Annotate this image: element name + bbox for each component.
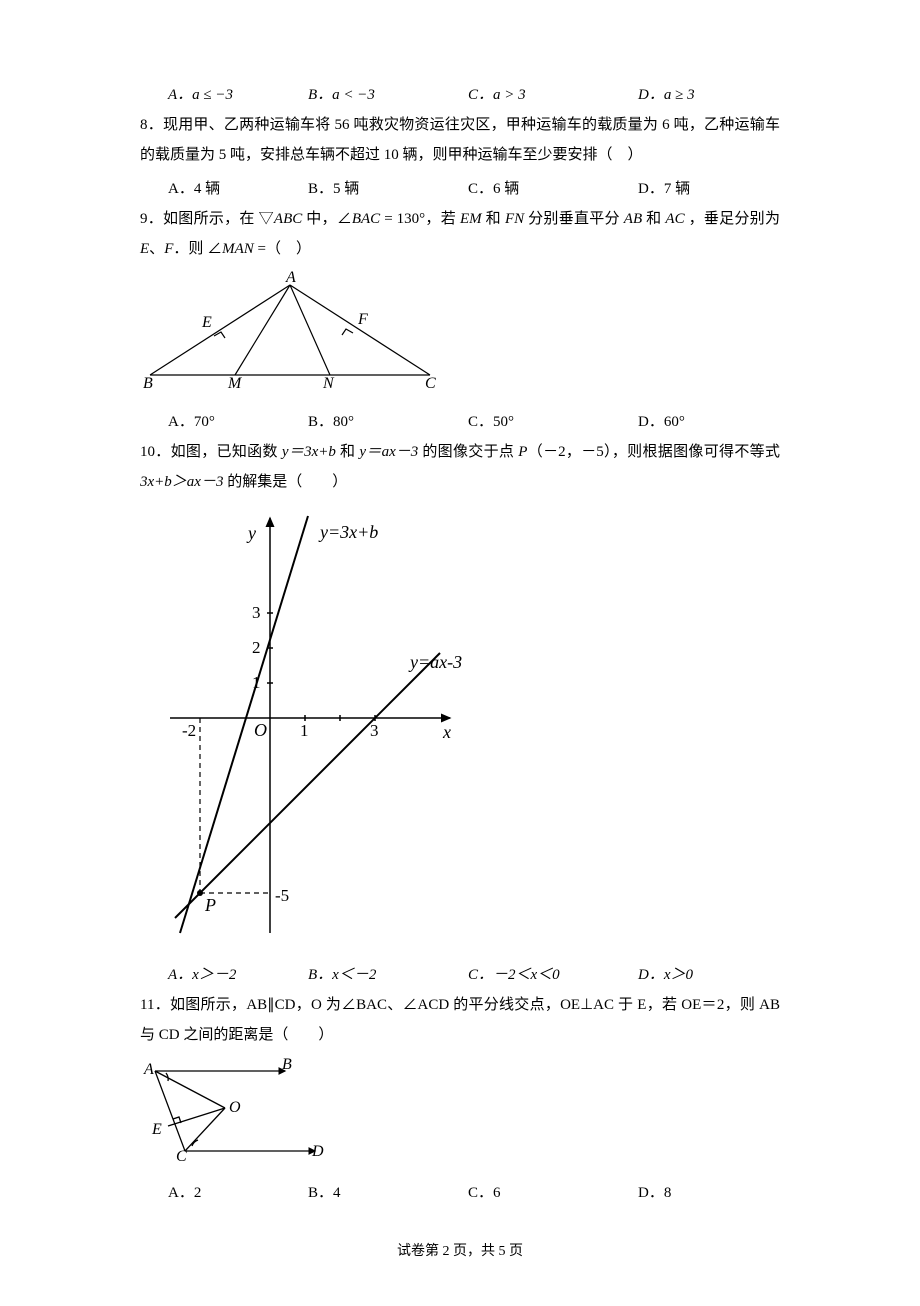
q10-opt-d: D．x＞0 [638, 960, 778, 990]
q9-t2: 中，∠ [302, 211, 352, 227]
q8-opt-b: B．5 辆 [308, 174, 468, 204]
q11-options: A．2 B．4 C．6 D．8 [140, 1178, 780, 1208]
q9-ac: AC [665, 211, 684, 227]
q10-fig-l2: y=ax-3 [408, 652, 462, 672]
q8-text: 8．现用甲、乙两种运输车将 56 吨救灾物资运往灾区，甲种运输车的载质量为 6 … [140, 110, 780, 170]
q11-opt-d: D．8 [638, 1178, 778, 1208]
q9-t3: = 130°，若 [380, 211, 460, 227]
q10-fig-ty1: 1 [252, 673, 261, 692]
q10-y1: y＝3x+b [282, 444, 336, 460]
q9-ab: AB [624, 211, 642, 227]
q7-opt-a: A．a ≤ −3 [168, 80, 308, 110]
q9-fig-f: F [357, 311, 368, 328]
q10-opt-b: B．x＜－2 [308, 960, 468, 990]
q11-fig-b: B [282, 1056, 292, 1073]
q10-fig-ty2: 2 [252, 638, 261, 657]
q9-t7: ，垂足分别为 [685, 211, 780, 227]
q10-t3: 的图像交于点 [418, 444, 518, 460]
q11-opt-b: B．4 [308, 1178, 468, 1208]
q11-text: 11．如图所示，AB∥CD，O 为∠BAC、∠ACD 的平分线交点，OE⊥AC … [140, 990, 780, 1050]
q9-opt-c: C．50° [468, 407, 638, 437]
q10-opt-c: C．－2＜x＜0 [468, 960, 638, 990]
q9-t4: 和 [482, 211, 505, 227]
q11-figure: A B C D E O [140, 1056, 780, 1172]
q10-fig-tx3: 3 [370, 721, 379, 740]
q10-t4: （－2，－5），则根据图像可得不等式 [527, 444, 779, 460]
q10-figure: y x O y=3x+b y=ax-3 P 1 2 3 1 3 -2 -5 [140, 503, 780, 954]
q11-fig-c: C [176, 1148, 187, 1161]
q9-opt-b: B．80° [308, 407, 468, 437]
q10-fig-ty3: 3 [252, 603, 261, 622]
q8-opt-a: A．4 辆 [168, 174, 308, 204]
q8-options: A．4 辆 B．5 辆 C．6 辆 D．7 辆 [140, 174, 780, 204]
q10-text: 10．如图，已知函数 y＝3x+b 和 y＝ax－3 的图像交于点 P（－2，－… [140, 437, 780, 497]
q7-opt-d: D．a ≥ 3 [638, 80, 778, 110]
q9-opt-d: D．60° [638, 407, 778, 437]
q9-t5: 分别垂直平分 [524, 211, 624, 227]
q9-t6: 和 [642, 211, 665, 227]
q10-fig-negx: -2 [182, 721, 196, 740]
q9-fig-n: N [322, 375, 335, 390]
q8-opt-d: D．7 辆 [638, 174, 778, 204]
q9-options: A．70° B．80° C．50° D．60° [140, 407, 780, 437]
q9-t8: 、 [149, 241, 164, 257]
q9-man: MAN [222, 241, 254, 257]
q10-fig-y: y [246, 523, 256, 543]
q10-fig-x: x [442, 722, 451, 742]
q11-opt-a: A．2 [168, 1178, 308, 1208]
q10-t1: 10．如图，已知函数 [140, 444, 282, 460]
q7-opt-b: B．a < −3 [308, 80, 468, 110]
q9-t9: ．则 ∠ [173, 241, 222, 257]
q9-f: F [164, 241, 173, 257]
q8-opt-c: C．6 辆 [468, 174, 638, 204]
q9-fig-e: E [201, 314, 212, 331]
q11-opt-c: C．6 [468, 1178, 638, 1208]
q9-fn: FN [505, 211, 524, 227]
q9-fig-a: A [285, 270, 296, 286]
q11-fig-d: D [311, 1143, 324, 1160]
q9-abc: ABC [274, 211, 302, 227]
q10-t5: 的解集是（ ） [223, 474, 347, 490]
q11-fig-o: O [229, 1099, 241, 1116]
q10-y2: y＝ax－3 [359, 444, 418, 460]
q9-fig-b: B [143, 375, 153, 390]
q10-opt-a: A．x＞－2 [168, 960, 308, 990]
q9-em: EM [460, 211, 482, 227]
q11-fig-e: E [151, 1121, 162, 1138]
q10-t2: 和 [336, 444, 359, 460]
q10-options: A．x＞－2 B．x＜－2 C．－2＜x＜0 D．x＞0 [140, 960, 780, 990]
q9-t10: =（ ） [254, 241, 311, 257]
q9-bac: BAC [352, 211, 380, 227]
q7-opt-c: C．a > 3 [468, 80, 638, 110]
q9-opt-a: A．70° [168, 407, 308, 437]
q9-figure: A B C E F M N [140, 270, 780, 401]
q11-fig-a: A [143, 1061, 154, 1078]
q10-fig-plabel: P [204, 895, 216, 915]
q9-t1: 9．如图所示，在 ▽ [140, 211, 274, 227]
q10-fig-tx1: 1 [300, 721, 309, 740]
page-footer: 试卷第 2 页，共 5 页 [140, 1238, 780, 1266]
q9-fig-c: C [425, 375, 436, 390]
q10-ineq: 3x+b＞ax－3 [140, 474, 223, 490]
q10-fig-o: O [254, 720, 267, 740]
q10-fig-l1: y=3x+b [318, 522, 378, 542]
q7-options: A．a ≤ −3 B．a < −3 C．a > 3 D．a ≥ 3 [140, 80, 780, 110]
q9-e: E [140, 241, 149, 257]
q9-fig-m: M [227, 375, 243, 390]
q9-text: 9．如图所示，在 ▽ABC 中，∠BAC = 130°，若 EM 和 FN 分别… [140, 204, 780, 264]
q10-fig-negy: -5 [275, 886, 289, 905]
